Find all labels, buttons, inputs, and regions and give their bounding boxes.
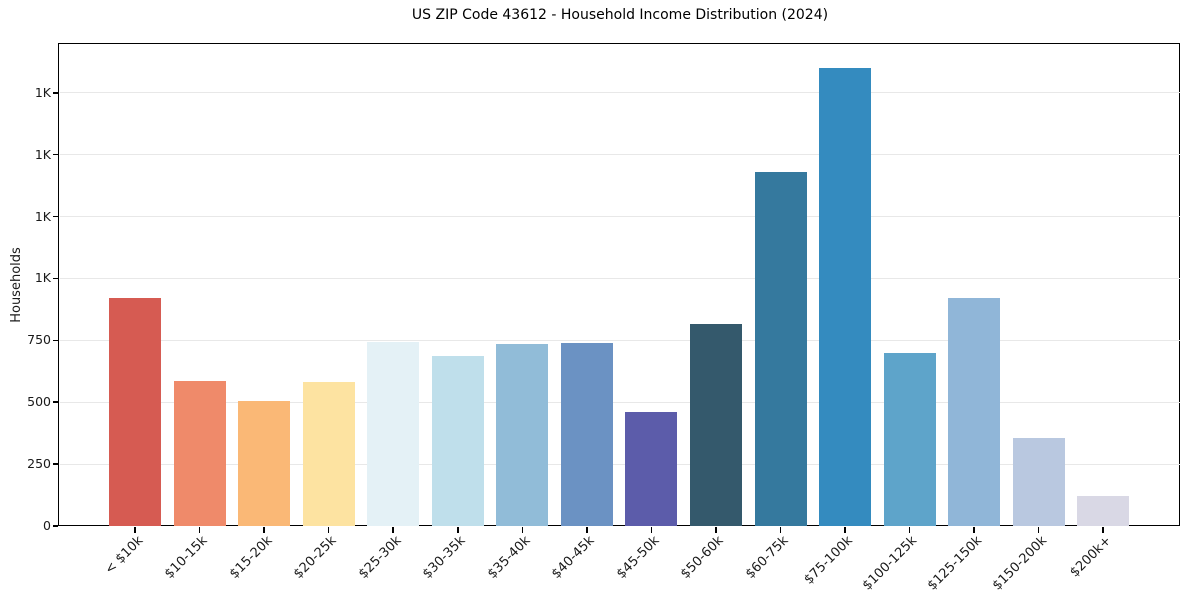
y-tick-mark bbox=[52, 277, 59, 280]
bar-125-150k bbox=[948, 298, 1001, 526]
x-tick-label: $30-35k bbox=[420, 533, 469, 582]
y-tick-label: 0 bbox=[43, 518, 51, 533]
bar-10k bbox=[109, 298, 161, 526]
bar-10-15k bbox=[173, 381, 226, 526]
bar-30-35k bbox=[431, 356, 484, 526]
x-tick-label: $100-125k bbox=[860, 533, 921, 594]
x-tick-mark bbox=[456, 527, 459, 533]
x-tick-label: $150-200k bbox=[989, 533, 1050, 594]
gridline bbox=[60, 216, 1180, 218]
y-tick-label: 1K bbox=[34, 84, 51, 100]
x-tick-label: $75-100k bbox=[801, 533, 856, 588]
x-tick-label: $45-50k bbox=[613, 533, 663, 582]
gridline bbox=[60, 463, 1180, 465]
x-tick-label: $15-20k bbox=[226, 533, 276, 582]
y-tick-mark bbox=[52, 401, 59, 404]
x-tick-mark bbox=[1037, 527, 1040, 533]
x-tick-mark bbox=[392, 527, 394, 533]
x-tick-mark bbox=[973, 527, 975, 533]
x-tick-mark bbox=[263, 527, 265, 533]
bar-45-50k bbox=[625, 412, 678, 526]
x-tick-mark bbox=[327, 527, 330, 533]
y-tick-mark bbox=[52, 339, 59, 342]
gridline bbox=[60, 277, 1180, 279]
y-tick-label: 250 bbox=[27, 456, 51, 472]
y-tick-label: 500 bbox=[27, 394, 51, 410]
x-tick-mark bbox=[650, 527, 653, 533]
x-tick-label: $10-15k bbox=[161, 533, 211, 582]
x-tick-mark bbox=[198, 527, 201, 533]
x-tick-label: $40-45k bbox=[549, 533, 598, 582]
plot-border bbox=[58, 43, 1181, 527]
x-tick-label: $25-30k bbox=[355, 533, 405, 582]
y-tick-label: 750 bbox=[27, 332, 51, 348]
y-tick-label: 1K bbox=[34, 146, 51, 162]
y-tick-mark bbox=[52, 153, 59, 156]
x-tick-label: < $10k bbox=[101, 533, 146, 578]
bar-50-60k bbox=[689, 324, 742, 526]
bar-75-100k bbox=[819, 68, 872, 526]
x-tick-mark bbox=[521, 527, 524, 533]
bar-25-30k bbox=[367, 341, 420, 526]
bar-15-20k bbox=[238, 401, 291, 526]
x-tick-mark bbox=[908, 527, 911, 533]
x-tick-label: $50-60k bbox=[678, 533, 727, 582]
bar-100-125k bbox=[883, 352, 936, 526]
bar-20-25k bbox=[302, 382, 355, 526]
gridline bbox=[60, 154, 1180, 156]
y-tick-mark bbox=[52, 463, 59, 465]
y-tick-mark bbox=[52, 215, 59, 218]
x-tick-label: $125-150k bbox=[924, 533, 986, 594]
gridline bbox=[60, 92, 1180, 94]
bar-200k bbox=[1077, 496, 1130, 526]
x-tick-mark bbox=[1102, 527, 1105, 533]
chart-title: US ZIP Code 43612 - Household Income Dis… bbox=[411, 7, 829, 23]
x-tick-label: $60-75k bbox=[742, 533, 792, 582]
x-tick-mark bbox=[779, 527, 782, 533]
x-tick-mark bbox=[715, 527, 717, 533]
gridline bbox=[60, 401, 1180, 403]
x-tick-mark bbox=[586, 527, 588, 533]
bar-40-45k bbox=[560, 342, 613, 526]
y-tick-label: 1K bbox=[34, 208, 51, 224]
y-tick-mark bbox=[52, 525, 59, 527]
x-tick-mark bbox=[844, 527, 846, 533]
gridline bbox=[60, 339, 1180, 341]
x-tick-mark bbox=[134, 527, 136, 533]
y-tick-label: 1K bbox=[34, 270, 51, 286]
plot-area bbox=[60, 45, 1180, 526]
y-tick-mark bbox=[52, 91, 59, 94]
bar-60-75k bbox=[754, 172, 807, 526]
x-tick-label: $20-25k bbox=[291, 533, 340, 582]
bar-150-200k bbox=[1012, 438, 1065, 526]
bar-35-40k bbox=[496, 344, 549, 526]
x-tick-label: $200k+ bbox=[1067, 533, 1115, 581]
x-tick-label: $35-40k bbox=[484, 533, 534, 582]
